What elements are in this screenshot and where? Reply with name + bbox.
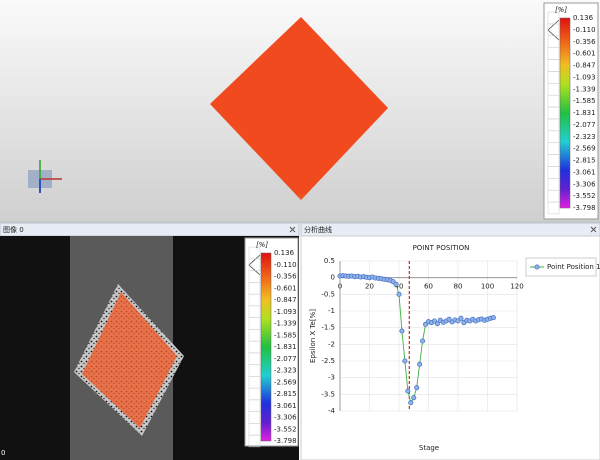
colorbar-top-label: 0.136	[573, 14, 594, 22]
data-point	[458, 315, 464, 321]
colorbar-image-label: -1.585	[274, 331, 297, 339]
colorbar-top-label: -3.061	[573, 168, 596, 176]
colorbar-image-label: -3.798	[274, 437, 297, 445]
colorbar-top-label: -1.093	[573, 73, 596, 81]
colorbar-top-cell	[547, 201, 560, 215]
colorbar-image-frame	[244, 237, 299, 447]
colorbar-top-label: -2.077	[573, 121, 596, 129]
colorbar-image-label: -0.847	[274, 296, 297, 304]
colorbar-top-frame	[543, 2, 599, 220]
axis-gizmo	[28, 160, 62, 193]
colorbar-image-label: -3.552	[274, 425, 297, 433]
colorbar-image-unit: [%]	[256, 241, 268, 249]
colorbar-image-label: 0.136	[274, 249, 295, 257]
data-point	[396, 291, 402, 297]
y-tick-label: -3	[328, 374, 335, 382]
colorbar-image-label: -0.356	[274, 273, 297, 281]
colorbar-image-label: -1.831	[274, 343, 297, 351]
legend-marker	[534, 264, 540, 270]
y-tick-label: -2.5	[321, 357, 335, 365]
colorbar-top-label: -3.798	[573, 204, 596, 212]
colorbar-top-label: -0.356	[573, 38, 596, 46]
colorbar-top-label: -0.601	[573, 50, 596, 58]
data-point	[414, 385, 420, 391]
data-point	[490, 315, 496, 321]
close-buttons[interactable]	[289, 226, 597, 233]
data-point	[411, 395, 417, 401]
y-tick-label: -0.5	[321, 290, 335, 298]
x-axis-label: Stage	[419, 444, 439, 452]
colorbar-image-gradient	[260, 252, 272, 442]
y-axis-label: Epsilon X Te[%]	[309, 309, 317, 363]
colorbar-top-label: -3.552	[573, 192, 596, 200]
data-point	[405, 388, 411, 394]
x-tick-label: 100	[481, 283, 494, 291]
y-tick-label: -1.5	[321, 324, 335, 332]
colorbar-top-label: -2.569	[573, 145, 596, 153]
frame-label: 0	[1, 449, 5, 457]
colorbar-image-label: -2.323	[274, 367, 297, 375]
colorbar-image-label: -2.077	[274, 355, 297, 363]
colorbar-top-label: -1.339	[573, 85, 596, 93]
colorbar-image-label: -1.093	[274, 308, 297, 316]
y-tick-label: -4	[328, 407, 336, 415]
colorbar-top-unit: [%]	[555, 6, 567, 14]
data-point	[399, 328, 405, 334]
colorbar-image-cell	[248, 434, 261, 448]
data-point	[408, 400, 414, 406]
colorbar-top-label: -2.815	[573, 157, 596, 165]
colorbar-top-label: -0.847	[573, 62, 596, 70]
colorbar-top-label: -2.323	[573, 133, 596, 141]
y-tick-label: -1	[328, 307, 335, 315]
data-point	[434, 321, 440, 327]
colorbar-top-label: -3.306	[573, 180, 596, 188]
colorbar-top-label: -0.110	[573, 26, 596, 34]
data-point	[402, 358, 408, 364]
x-tick-label: 20	[365, 283, 374, 291]
analysis-panel-titlebar	[300, 222, 600, 237]
colorbar-image-label: -1.339	[274, 320, 297, 328]
colorbar-image-label: -0.601	[274, 284, 297, 292]
legend	[525, 257, 597, 277]
y-tick-label: 0.5	[324, 257, 335, 265]
image-panel-titlebar	[0, 222, 300, 237]
data-point	[420, 338, 426, 344]
image-panel-title: 图像 0	[3, 225, 24, 234]
y-tick-label: -2	[328, 340, 335, 348]
x-tick-label: 120	[510, 283, 523, 291]
legend-label: Point Position 1	[547, 263, 600, 271]
colorbar-image-label: -2.815	[274, 390, 297, 398]
colorbar-image-label: -2.569	[274, 378, 297, 386]
colorbar-image-label: -3.061	[274, 402, 297, 410]
data-point	[417, 361, 423, 367]
colorbar-image-label: -0.110	[274, 261, 297, 269]
data-point	[393, 281, 399, 287]
x-tick-label: 60	[424, 283, 433, 291]
analysis-panel-title: 分析曲线	[304, 225, 332, 234]
x-tick-label: 40	[395, 283, 404, 291]
y-tick-label: 0	[331, 274, 335, 282]
colorbar-top-gradient	[559, 17, 571, 209]
splitter	[0, 221, 600, 223]
colorbar-top-label: -1.585	[573, 97, 596, 105]
colorbar-top-label: -1.831	[573, 109, 596, 117]
colorbar-image-label: -3.306	[274, 414, 297, 422]
x-tick-label: 80	[454, 283, 463, 291]
y-tick-label: -3.5	[321, 390, 335, 398]
chart-title: POINT POSITION	[413, 244, 470, 252]
